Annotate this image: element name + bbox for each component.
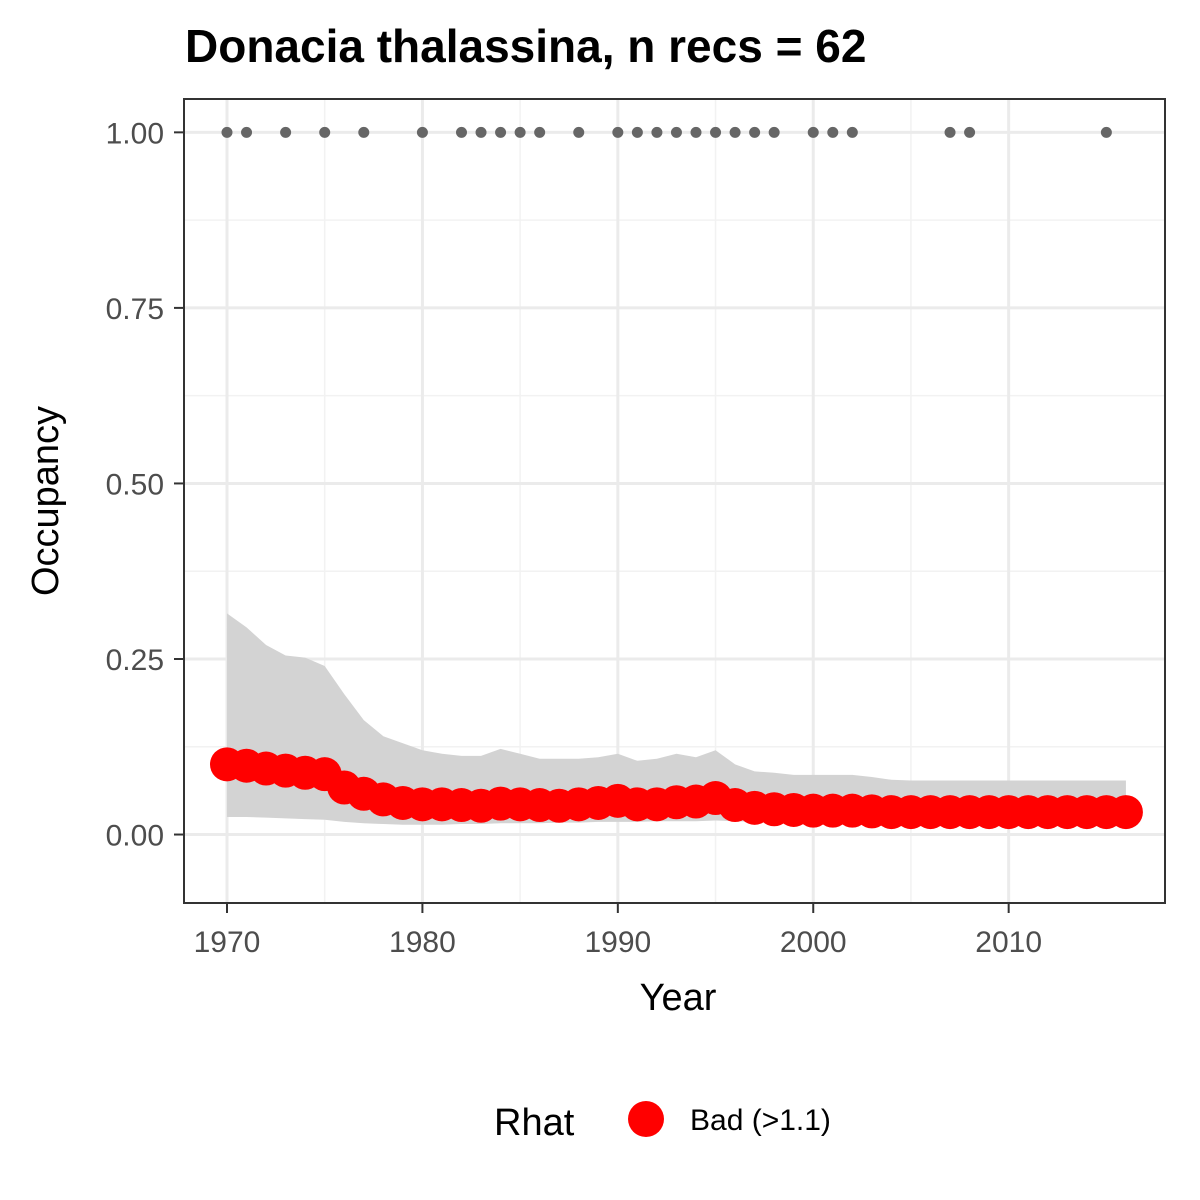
x-tick-label: 1990 <box>584 926 651 959</box>
plot-border <box>183 98 1166 904</box>
record-point <box>416 126 428 138</box>
record-point <box>690 126 702 138</box>
y-tick-label: 1.00 <box>106 117 164 150</box>
record-point <box>710 126 722 138</box>
record-point <box>358 126 370 138</box>
y-tick-label: 0.75 <box>106 293 164 326</box>
x-tick-label: 1970 <box>194 926 261 959</box>
chart-title: Donacia thalassina, n recs = 62 <box>185 20 866 72</box>
record-point <box>534 126 546 138</box>
record-point <box>807 126 819 138</box>
x-axis: 1970 1980 1990 2000 2010 <box>194 903 1042 959</box>
record-point <box>768 126 780 138</box>
record-point <box>241 126 253 138</box>
x-tick-label: 2010 <box>975 926 1042 959</box>
grid-minor <box>184 99 1165 903</box>
record-point <box>846 126 858 138</box>
y-axis-title: Occupancy <box>25 406 67 596</box>
record-point <box>319 126 331 138</box>
record-point <box>573 126 585 138</box>
record-point <box>612 126 624 138</box>
legend-title: Rhat <box>494 1102 575 1144</box>
legend-key-bad <box>628 1101 664 1137</box>
record-point <box>631 126 643 138</box>
record-point <box>964 126 976 138</box>
x-tick-label: 1980 <box>389 926 456 959</box>
occupancy-points <box>209 747 1143 830</box>
record-point <box>475 126 487 138</box>
y-tick-label: 0.25 <box>106 644 164 677</box>
confidence-ribbon <box>226 613 1126 825</box>
record-point <box>280 126 292 138</box>
legend-label-bad: Bad (>1.1) <box>690 1104 831 1137</box>
y-axis: 0.00 0.25 0.50 0.75 1.00 <box>106 117 184 853</box>
record-point <box>221 126 233 138</box>
record-point <box>749 126 761 138</box>
record-points <box>221 126 1112 138</box>
record-point <box>827 126 839 138</box>
record-point <box>495 126 507 138</box>
record-point <box>944 126 956 138</box>
plot-area <box>183 98 1166 904</box>
record-point <box>514 126 526 138</box>
record-point <box>651 126 663 138</box>
record-point <box>670 126 682 138</box>
record-point <box>455 126 467 138</box>
legend: Rhat Bad (>1.1) <box>494 1101 831 1144</box>
x-tick-label: 2000 <box>780 926 847 959</box>
record-point <box>1100 126 1112 138</box>
x-axis-title: Year <box>640 977 717 1019</box>
record-point <box>729 126 741 138</box>
occupancy-point <box>1108 795 1143 830</box>
y-tick-label: 0.00 <box>106 820 164 853</box>
y-tick-label: 0.50 <box>106 468 164 501</box>
